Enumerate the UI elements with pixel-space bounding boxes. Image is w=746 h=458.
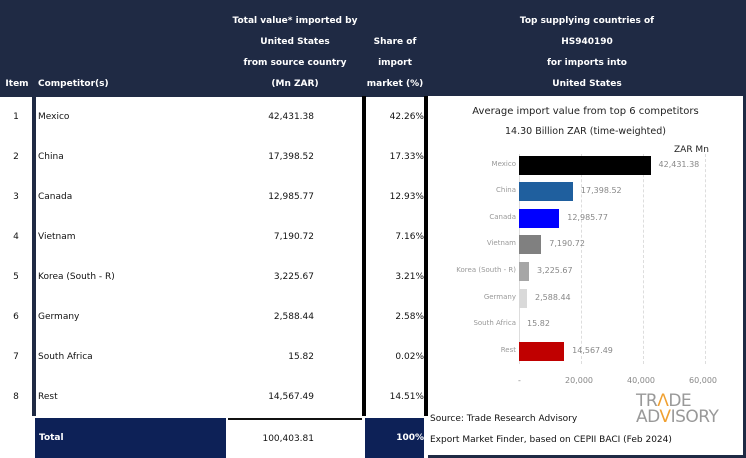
data-label: 3,225.67 bbox=[536, 266, 573, 275]
bar-mexico bbox=[519, 156, 651, 175]
table-row: 7 South Africa 15.82 0.02% bbox=[0, 337, 428, 377]
item-number: 6 bbox=[0, 297, 32, 337]
bar-korea-south-r- bbox=[519, 262, 529, 281]
chart-unit-label: ZAR Mn bbox=[674, 145, 709, 155]
data-label: 15.82 bbox=[527, 319, 550, 328]
bar-rest bbox=[519, 341, 565, 361]
data-label: 42,431.38 bbox=[658, 160, 700, 169]
import-value: 15.82 bbox=[228, 337, 362, 377]
item-number: 1 bbox=[0, 97, 32, 137]
bar-vietnam bbox=[519, 234, 542, 254]
market-share: 3.21% bbox=[366, 257, 424, 297]
column-divider bbox=[362, 96, 366, 416]
table-row: 1 Mexico 42,431.38 42.26% bbox=[0, 97, 428, 137]
competitor-name: Vietnam bbox=[36, 217, 228, 257]
category-label: South Africa bbox=[473, 319, 516, 327]
total-label: Total bbox=[35, 418, 226, 458]
item-number: 5 bbox=[0, 257, 32, 297]
market-share: 7.16% bbox=[366, 217, 424, 257]
competitor-table: 1 Mexico 42,431.38 42.26% 2 China 17,398.… bbox=[0, 96, 428, 417]
item-number: 2 bbox=[0, 137, 32, 177]
data-label: 7,190.72 bbox=[549, 238, 585, 248]
category-label: Vietnam bbox=[486, 238, 516, 247]
data-label: 14,567.49 bbox=[572, 345, 613, 355]
table-header: Item Competitor(s) Total value* imported… bbox=[0, 0, 746, 96]
category-label: China bbox=[496, 186, 516, 195]
competitor-name: Mexico bbox=[36, 97, 228, 137]
competitor-name: Korea (South - R) bbox=[36, 257, 228, 297]
import-value: 2,588.44 bbox=[228, 297, 362, 337]
import-value: 17,398.52 bbox=[228, 137, 362, 177]
item-number: 8 bbox=[0, 377, 32, 417]
market-share: 42.26% bbox=[366, 97, 424, 137]
import-value: 12,985.77 bbox=[228, 177, 362, 217]
trade-advisory-logo: TRΛDE ADVISORY bbox=[636, 391, 719, 427]
competitor-name: China bbox=[36, 137, 228, 177]
import-value: 7,190.72 bbox=[228, 217, 362, 257]
x-tick-label: - bbox=[518, 376, 521, 385]
chart-title: Average import value from top 6 competit… bbox=[472, 106, 699, 117]
gridline bbox=[643, 154, 644, 364]
market-share: 2.58% bbox=[366, 297, 424, 337]
competitor-name: Germany bbox=[36, 297, 228, 337]
competitor-name: Canada bbox=[36, 177, 228, 217]
data-label: 12,985.77 bbox=[567, 212, 608, 222]
source-line2: Export Market Finder, based on CEPII BAC… bbox=[430, 435, 672, 445]
header-competitor: Competitor(s) bbox=[38, 79, 109, 89]
x-tick-label: 60,000 bbox=[689, 376, 717, 385]
item-number: 4 bbox=[0, 217, 32, 257]
competitor-name: South Africa bbox=[36, 337, 228, 377]
x-tick-label: 20,000 bbox=[565, 376, 593, 385]
chart-subtitle: 14.30 Billion ZAR (time-weighted) bbox=[505, 126, 666, 137]
market-share: 14.51% bbox=[366, 377, 424, 417]
table-row: 2 China 17,398.52 17.33% bbox=[0, 137, 428, 177]
import-value: 14,567.49 bbox=[228, 377, 362, 417]
x-tick-label: 40,000 bbox=[627, 376, 655, 385]
category-label: Germany bbox=[483, 292, 516, 301]
header-total-value: Total value* imported by United States f… bbox=[232, 16, 358, 89]
table-row: 5 Korea (South - R) 3,225.67 3.21% bbox=[0, 257, 428, 297]
bar-china bbox=[519, 182, 573, 202]
market-share: 0.02% bbox=[366, 337, 424, 377]
header-item: Item bbox=[5, 79, 29, 89]
category-label: Korea (South - R) bbox=[456, 266, 516, 274]
table-row: 6 Germany 2,588.44 2.58% bbox=[0, 297, 428, 337]
market-share: 17.33% bbox=[366, 137, 424, 177]
item-number: 7 bbox=[0, 337, 32, 377]
bar-germany bbox=[519, 288, 528, 308]
table-row: 3 Canada 12,985.77 12.93% bbox=[0, 177, 428, 217]
total-share: 100% bbox=[365, 418, 424, 458]
table-row: 8 Rest 14,567.49 14.51% bbox=[0, 377, 428, 417]
category-label: Rest bbox=[500, 345, 516, 354]
competitor-name: Rest bbox=[36, 377, 228, 417]
data-label: 17,398.52 bbox=[580, 186, 622, 196]
data-label: 2,588.44 bbox=[535, 292, 571, 302]
import-value: 3,225.67 bbox=[228, 257, 362, 297]
bar-canada bbox=[519, 208, 560, 228]
header-chart-heading: Top supplying countries of HS940190 for … bbox=[519, 16, 655, 89]
chart-panel: Average import value from top 6 competit… bbox=[428, 96, 746, 458]
table-row: 4 Vietnam 7,190.72 7.16% bbox=[0, 217, 428, 257]
header-share: Share of import market (%) bbox=[366, 37, 424, 89]
import-value: 42,431.38 bbox=[228, 97, 362, 137]
column-divider bbox=[424, 96, 428, 416]
total-value: 100,403.81 bbox=[228, 418, 362, 458]
category-label: Mexico bbox=[491, 160, 516, 168]
gridline bbox=[705, 154, 706, 364]
item-number: 3 bbox=[0, 177, 32, 217]
y-axis-line bbox=[519, 154, 520, 364]
gridline bbox=[581, 154, 582, 364]
market-share: 12.93% bbox=[366, 177, 424, 217]
total-row: Total 100,403.81 100% bbox=[0, 418, 428, 458]
category-label: Canada bbox=[489, 212, 516, 221]
source-line1: Source: Trade Research Advisory bbox=[430, 414, 578, 424]
